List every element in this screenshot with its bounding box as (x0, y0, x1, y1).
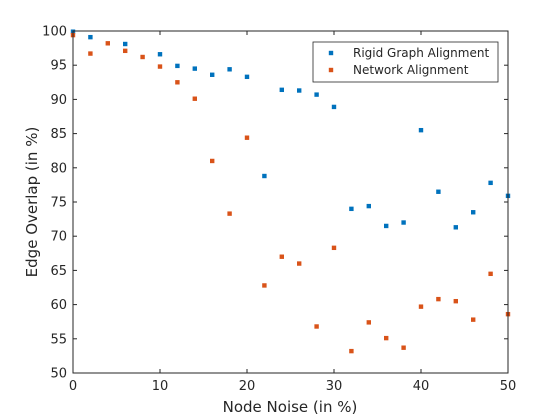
y-tick-label: 100 (42, 25, 67, 40)
data-point (192, 96, 197, 101)
data-point (297, 88, 302, 93)
data-point (401, 220, 406, 225)
data-point (418, 127, 424, 133)
data-point (279, 87, 284, 93)
y-tick-label: 85 (50, 127, 67, 142)
data-point (140, 54, 145, 60)
y-axis-label: Edge Overlap (in %) (23, 127, 41, 278)
data-point (157, 64, 163, 69)
data-point (401, 345, 406, 350)
data-point (279, 254, 284, 259)
y-tick-label: 70 (50, 230, 67, 245)
legend: Rigid Graph Alignment Network Alignment (312, 41, 499, 83)
data-point (331, 245, 337, 251)
y-tick-label: 50 (50, 367, 67, 382)
data-point (227, 211, 232, 216)
x-axis-label: Node Noise (in %) (223, 398, 358, 416)
plot-area (73, 31, 508, 373)
legend-label: Rigid Graph Alignment (353, 46, 489, 60)
legend-marker (328, 67, 334, 73)
data-point (418, 304, 424, 309)
data-point (262, 283, 267, 288)
y-tick-label: 80 (50, 161, 67, 176)
data-point (210, 158, 215, 164)
data-point (244, 135, 250, 140)
legend-box (312, 41, 499, 83)
data-point (366, 203, 371, 209)
data-point (453, 298, 458, 304)
data-point (349, 348, 354, 354)
data-point (123, 41, 128, 47)
data-point (384, 223, 389, 229)
data-point (192, 66, 197, 71)
data-point (331, 104, 337, 110)
data-point (227, 67, 232, 72)
data-point (488, 271, 493, 277)
data-point (384, 335, 389, 341)
data-point (88, 34, 93, 40)
data-point (262, 173, 267, 179)
data-point (297, 261, 302, 266)
axes-box (72, 30, 509, 374)
data-point (436, 296, 441, 302)
x-tick-label: 40 (413, 379, 430, 394)
data-point (314, 92, 319, 97)
data-point (436, 189, 441, 194)
data-point (210, 72, 215, 77)
data-point (349, 206, 354, 212)
data-point (488, 180, 493, 186)
legend-marker (328, 50, 334, 56)
x-tick-label: 10 (152, 379, 169, 394)
data-point (471, 210, 476, 215)
data-point (105, 41, 110, 46)
x-tick-label: 50 (500, 379, 517, 394)
y-tick-label: 75 (50, 196, 67, 211)
y-tick-label: 95 (50, 59, 67, 74)
y-tick-label: 65 (50, 264, 67, 279)
x-tick-label: 0 (69, 379, 77, 394)
data-point (123, 48, 128, 54)
data-point (175, 80, 180, 85)
y-tick-label: 55 (50, 332, 67, 347)
data-point (244, 74, 250, 80)
data-point (175, 63, 180, 69)
data-point (88, 51, 93, 56)
data-point (453, 225, 458, 230)
x-tick-label: 30 (326, 379, 343, 394)
axis-ticks: 0 10 20 30 40 50 50 55 60 65 70 75 80 85 90 95 100 (42, 25, 516, 395)
x-tick-label: 20 (239, 379, 256, 394)
data-point (366, 320, 371, 325)
y-tick-label: 90 (50, 93, 67, 108)
data-point (314, 324, 319, 329)
data-point (471, 317, 476, 322)
legend-label: Network Alignment (353, 63, 469, 77)
data-point (157, 52, 163, 57)
y-tick-label: 60 (50, 298, 67, 313)
